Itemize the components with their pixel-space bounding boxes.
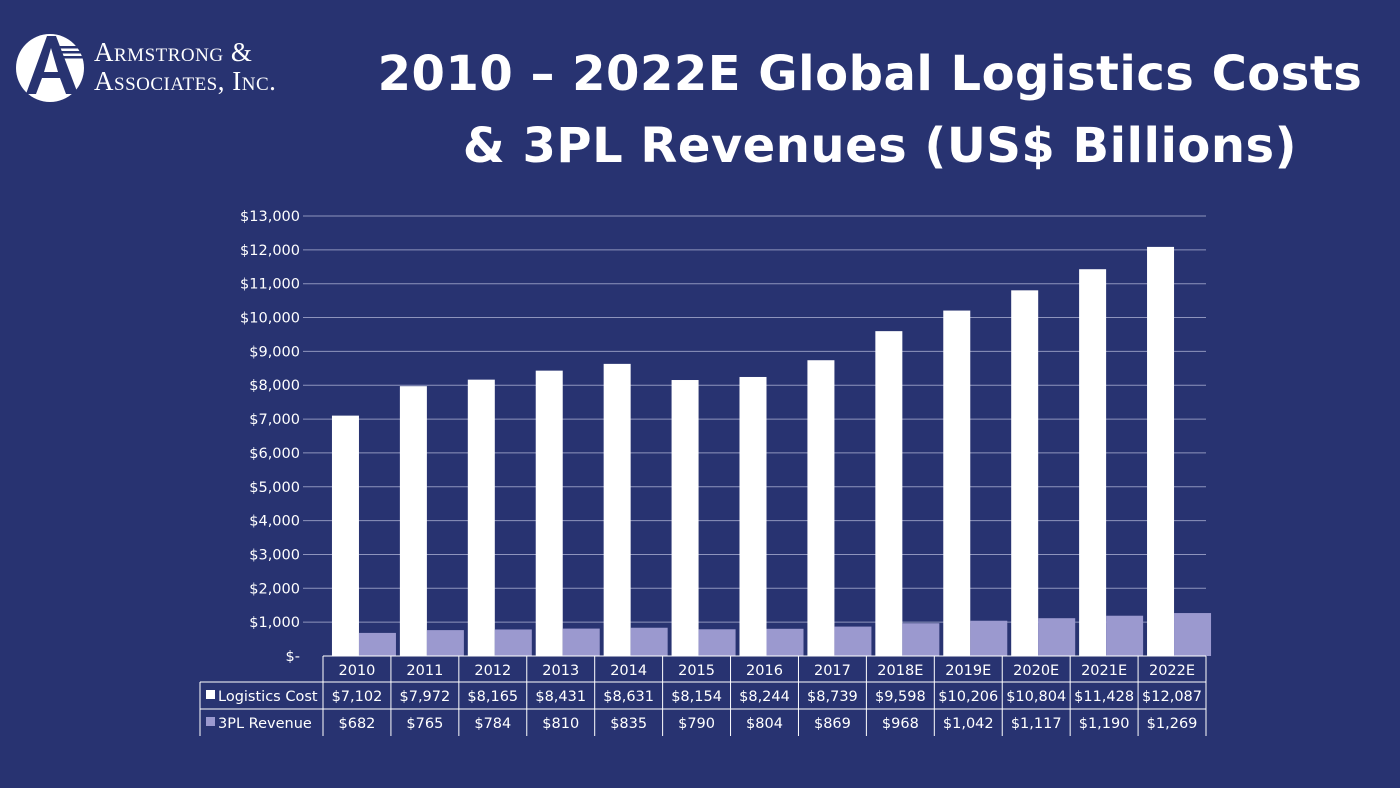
bar-logistics-cost — [1147, 246, 1175, 656]
x-category-label: 2010 — [339, 663, 376, 679]
table-cell-value: $10,206 — [938, 689, 998, 705]
table-cell-value: $8,431 — [535, 689, 586, 705]
bar-logistics-cost — [603, 363, 631, 656]
bar-3pl-revenue — [1038, 618, 1076, 656]
bar-3pl-revenue — [970, 620, 1008, 656]
table-cell-value: $8,165 — [467, 689, 518, 705]
x-category-label: 2013 — [542, 663, 579, 679]
bar-logistics-cost — [331, 415, 359, 656]
table-cell-value: $765 — [406, 716, 443, 732]
bar-logistics-cost — [467, 379, 495, 656]
armstrong-logo-icon — [16, 34, 84, 102]
table-cell-value: $8,739 — [807, 689, 858, 705]
bar-logistics-cost — [1079, 269, 1107, 656]
bar-logistics-cost — [399, 386, 427, 656]
x-category-label: 2015 — [678, 663, 715, 679]
bar-logistics-cost — [739, 376, 767, 656]
y-tick-label: $2,000 — [249, 581, 300, 597]
logo-wordmark: Armstrong & Associates, Inc. — [94, 38, 276, 96]
table-cell-value: $804 — [746, 716, 783, 732]
x-category-label: 2011 — [406, 663, 443, 679]
y-tick-label: $11,000 — [240, 277, 300, 293]
logo-line-1: Armstrong & — [94, 37, 253, 67]
bar-3pl-revenue — [426, 630, 464, 656]
table-cell-value: $1,269 — [1147, 716, 1198, 732]
y-tick-label: $9,000 — [249, 344, 300, 360]
y-tick-label: $7,000 — [249, 412, 300, 428]
y-axis-labels: $- $1,000 $2,000 $3,000 $4,000 $5,000 $6,000 $7… — [240, 209, 300, 665]
bar-3pl-revenue — [1174, 613, 1212, 656]
table-cell-value: $790 — [678, 716, 715, 732]
x-category-label: 2022E — [1149, 663, 1195, 679]
table-cell-value: $10,804 — [1006, 689, 1066, 705]
chart-title-line-2: & 3PL Revenues (US$ Billions) — [462, 118, 1298, 174]
x-category-label: 2019E — [945, 663, 991, 679]
table-cell-value: $12,087 — [1142, 689, 1202, 705]
bar-logistics-cost — [671, 380, 699, 656]
table-cell-value: $1,190 — [1079, 716, 1130, 732]
table-cell-value: $9,598 — [875, 689, 926, 705]
bar-3pl-revenue — [902, 623, 940, 656]
bar-3pl-revenue — [698, 629, 736, 656]
table-cell-value: $784 — [474, 716, 511, 732]
y-tick-label: $1,000 — [249, 615, 300, 631]
table-cell-value: $869 — [814, 716, 851, 732]
chart-title-line-1: 2010 – 2022E Global Logistics Costs — [377, 46, 1363, 102]
chart-title: 2010 – 2022E Global Logistics Costs & 3P… — [360, 38, 1380, 182]
bar-3pl-revenue — [358, 632, 396, 656]
bar-logistics-cost — [943, 310, 971, 656]
table-cell-value: $968 — [882, 716, 919, 732]
x-category-label: 2018E — [877, 663, 923, 679]
table-cell-value: $810 — [542, 716, 579, 732]
bars — [331, 246, 1212, 656]
legend-swatch-3pl-revenue — [206, 717, 215, 726]
x-category-label: 2012 — [474, 663, 511, 679]
legend-label-logistics-cost: Logistics Cost — [218, 689, 318, 705]
x-category-label: 2016 — [746, 663, 783, 679]
x-category-label: 2014 — [610, 663, 647, 679]
x-category-label: 2021E — [1081, 663, 1127, 679]
bar-3pl-revenue — [494, 629, 532, 656]
table-cell-value: $682 — [339, 716, 376, 732]
y-tick-label: $12,000 — [240, 243, 300, 259]
bar-3pl-revenue — [630, 627, 668, 656]
x-category-label: 2020E — [1013, 663, 1059, 679]
y-tick-label: $10,000 — [240, 311, 300, 327]
x-category-label: 2017 — [814, 663, 851, 679]
table-cell-value: $835 — [610, 716, 647, 732]
bar-3pl-revenue — [1106, 615, 1144, 656]
table-cell-value: $8,631 — [603, 689, 654, 705]
y-tick-label: $4,000 — [249, 514, 300, 530]
table-cell-value: $1,042 — [943, 716, 994, 732]
table-cell-value: $1,117 — [1011, 716, 1062, 732]
table-cell-value: $11,428 — [1074, 689, 1134, 705]
table-cell-value: $8,154 — [671, 689, 722, 705]
y-tick-label: $6,000 — [249, 446, 300, 462]
bar-3pl-revenue — [766, 628, 804, 656]
bar-logistics-cost — [535, 370, 563, 656]
y-tick-label: $5,000 — [249, 480, 300, 496]
bar-3pl-revenue — [834, 626, 872, 656]
y-tick-label: $13,000 — [240, 209, 300, 225]
bar-logistics-cost — [875, 331, 903, 656]
legend-label-3pl-revenue: 3PL Revenue — [218, 716, 312, 732]
data-table: 2010 $7,102 $682 2011 $7,972 $765 2012 $8,165 $7… — [199, 655, 1207, 736]
table-cell-value: $7,972 — [400, 689, 451, 705]
legend-swatch-logistics-cost — [206, 690, 215, 699]
bar-logistics-cost — [1011, 290, 1039, 656]
table-cell-value: $7,102 — [332, 689, 383, 705]
bar-3pl-revenue — [562, 628, 600, 656]
y-tick-label: $8,000 — [249, 378, 300, 394]
company-logo: Armstrong & Associates, Inc. — [14, 32, 354, 104]
logo-line-2: Associates, Inc. — [94, 66, 277, 96]
y-tick-label: $- — [286, 649, 300, 665]
y-tick-label: $3,000 — [249, 547, 300, 563]
bar-logistics-cost — [807, 360, 835, 656]
table-cell-value: $8,244 — [739, 689, 790, 705]
